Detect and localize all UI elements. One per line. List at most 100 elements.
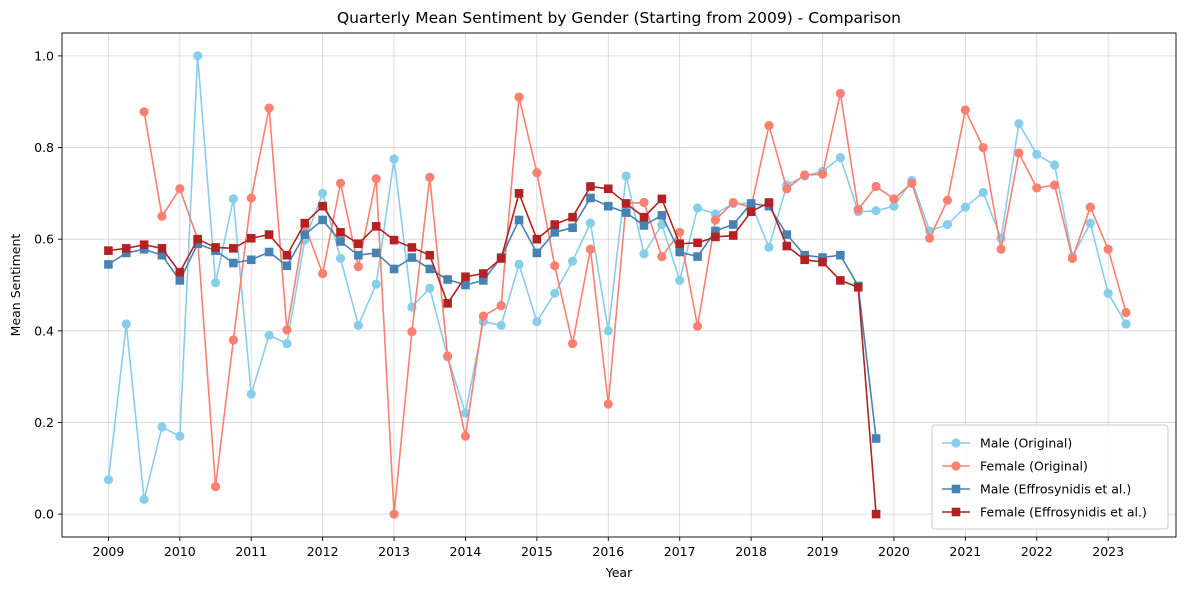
data-point bbox=[246, 193, 256, 203]
data-point bbox=[318, 201, 327, 211]
data-point bbox=[335, 178, 346, 188]
data-point bbox=[550, 261, 560, 271]
data-point bbox=[425, 172, 435, 182]
data-point bbox=[103, 475, 114, 485]
data-point bbox=[782, 184, 792, 194]
data-point bbox=[228, 335, 238, 345]
data-point bbox=[764, 120, 774, 131]
data-point bbox=[835, 88, 845, 99]
data-point bbox=[264, 330, 274, 340]
x-tick-label: 2020 bbox=[878, 544, 910, 559]
y-tick-label: 0.8 bbox=[34, 140, 54, 155]
y-axis-ticks: 0.0 0.2 0.4 0.6 0.8 1.0 bbox=[34, 48, 62, 522]
data-point bbox=[175, 276, 185, 285]
data-point bbox=[550, 228, 560, 237]
data-point bbox=[425, 250, 435, 260]
data-point bbox=[728, 220, 738, 229]
data-point bbox=[693, 252, 702, 261]
data-point bbox=[282, 325, 292, 335]
data-point bbox=[282, 250, 292, 260]
data-point bbox=[264, 247, 274, 257]
data-point bbox=[586, 182, 595, 191]
data-point bbox=[443, 299, 452, 308]
data-point bbox=[1014, 119, 1024, 129]
data-point bbox=[657, 194, 667, 204]
data-point bbox=[568, 223, 577, 233]
data-point bbox=[603, 326, 613, 336]
data-point bbox=[407, 243, 417, 252]
data-point bbox=[193, 239, 202, 249]
data-point bbox=[104, 260, 113, 269]
series-layer bbox=[103, 51, 1131, 519]
data-point bbox=[354, 250, 363, 260]
data-point bbox=[246, 255, 256, 265]
data-point bbox=[818, 253, 827, 262]
data-point bbox=[389, 264, 399, 274]
data-point bbox=[907, 178, 917, 188]
data-point bbox=[800, 250, 809, 260]
data-point bbox=[229, 244, 238, 253]
data-point bbox=[336, 237, 345, 246]
data-point bbox=[121, 248, 131, 258]
legend-label: Male (Original) bbox=[980, 436, 1072, 451]
data-point bbox=[425, 283, 435, 293]
data-point bbox=[711, 232, 720, 242]
data-point bbox=[657, 211, 667, 220]
data-point bbox=[603, 399, 613, 409]
data-point bbox=[425, 264, 435, 274]
y-tick-label: 0.6 bbox=[34, 232, 54, 247]
data-point bbox=[175, 267, 185, 277]
legend-label: Female (Effrosynidis et al.) bbox=[980, 505, 1147, 520]
data-point bbox=[211, 243, 220, 252]
legend-item: Male (Effrosynidis et al.) bbox=[942, 482, 1131, 497]
data-point bbox=[532, 234, 542, 244]
data-point bbox=[1085, 202, 1095, 212]
data-point bbox=[282, 339, 292, 349]
data-point bbox=[800, 170, 810, 180]
data-point bbox=[229, 258, 238, 268]
legend-box bbox=[931, 424, 1169, 530]
data-point bbox=[353, 262, 363, 272]
legend-marker bbox=[951, 507, 961, 517]
data-point bbox=[514, 189, 524, 198]
x-tick-label: 2014 bbox=[450, 544, 482, 559]
data-point bbox=[514, 92, 524, 102]
data-point bbox=[210, 278, 221, 288]
x-tick-label: 2018 bbox=[735, 544, 767, 559]
data-point bbox=[139, 244, 149, 254]
data-point bbox=[960, 105, 970, 115]
plot-area-frame bbox=[61, 32, 1177, 538]
data-point bbox=[764, 242, 774, 253]
data-point bbox=[550, 288, 560, 298]
data-point bbox=[1121, 319, 1131, 329]
data-point bbox=[782, 241, 792, 251]
data-point bbox=[871, 206, 881, 216]
data-point bbox=[621, 171, 631, 181]
x-tick-label: 2009 bbox=[93, 544, 125, 559]
data-point bbox=[550, 220, 560, 229]
data-point bbox=[353, 320, 363, 330]
data-point bbox=[371, 248, 381, 258]
x-tick-label: 2015 bbox=[521, 544, 553, 559]
y-tick-label: 0.2 bbox=[34, 415, 54, 430]
data-point bbox=[407, 253, 417, 262]
data-point bbox=[389, 509, 399, 519]
data-point bbox=[264, 230, 274, 239]
data-point bbox=[139, 494, 149, 505]
data-point bbox=[764, 198, 774, 207]
data-point bbox=[496, 254, 506, 263]
data-point bbox=[1050, 160, 1060, 170]
y-axis-label: Mean Sentiment bbox=[8, 234, 23, 337]
legend-marker bbox=[951, 461, 961, 471]
data-point bbox=[139, 107, 149, 117]
legend-item: Female (Effrosynidis et al.) bbox=[942, 505, 1147, 520]
data-point bbox=[675, 227, 685, 237]
data-point bbox=[567, 256, 578, 266]
data-point bbox=[871, 434, 881, 443]
data-point bbox=[746, 199, 756, 208]
data-point bbox=[621, 199, 631, 208]
x-tick-label: 2017 bbox=[664, 544, 696, 559]
data-point bbox=[389, 235, 399, 245]
data-point bbox=[193, 234, 202, 244]
data-point bbox=[1085, 218, 1095, 228]
